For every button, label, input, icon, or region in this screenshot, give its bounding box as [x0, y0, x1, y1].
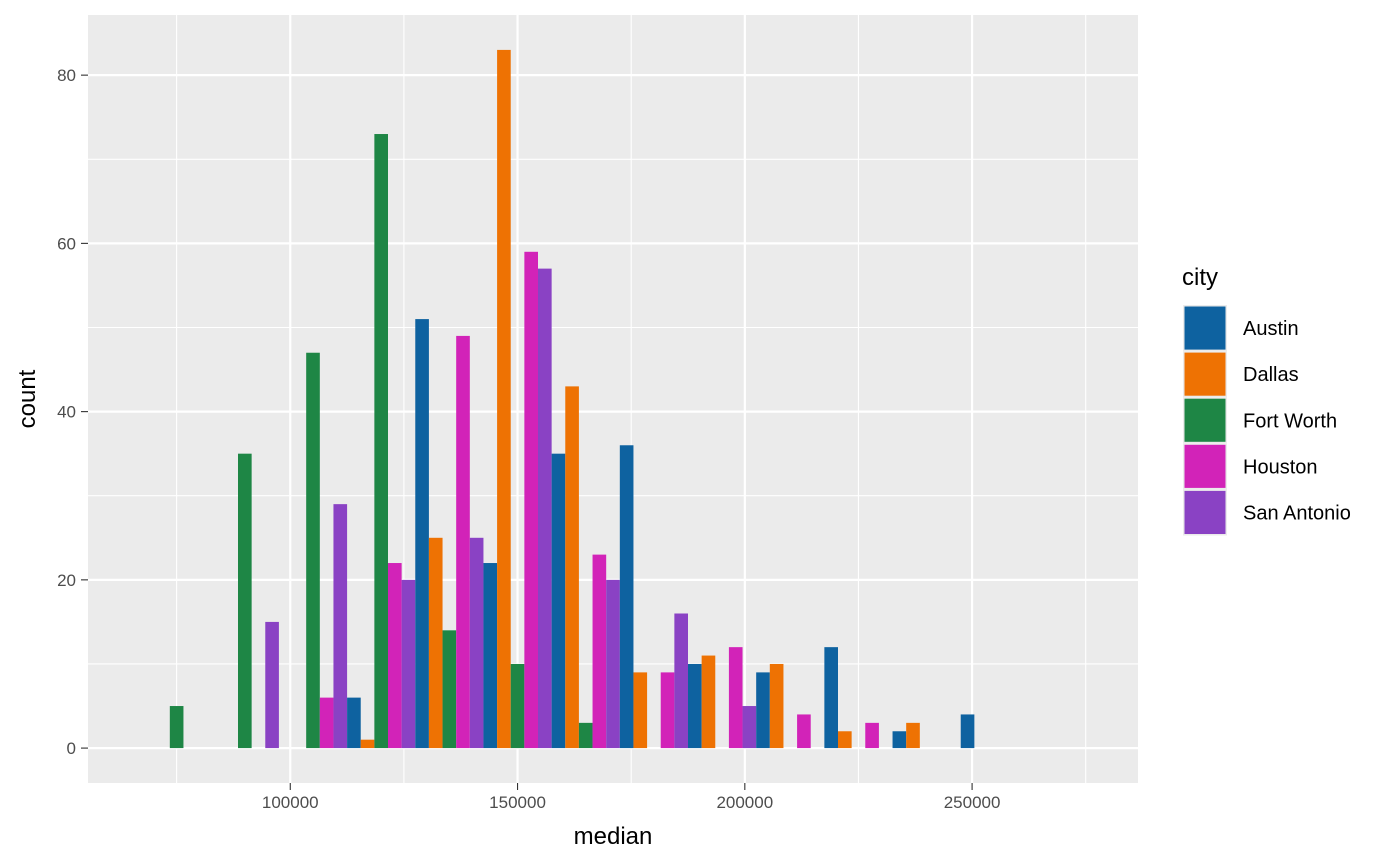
bar	[456, 335, 470, 749]
y-tick-label: 60	[57, 234, 76, 253]
bar	[660, 672, 675, 749]
bar	[483, 563, 498, 749]
bar	[428, 537, 443, 749]
bar	[824, 647, 838, 749]
x-tick-label: 250000	[944, 793, 1001, 812]
bar	[347, 697, 361, 749]
bar	[497, 49, 511, 749]
bar	[401, 579, 416, 749]
y-axis: 0 20 40 60 80	[57, 66, 88, 758]
bar	[619, 445, 634, 749]
bar	[538, 268, 552, 749]
bar	[306, 352, 320, 749]
bar	[469, 537, 484, 749]
bar	[742, 706, 757, 749]
bar	[415, 319, 429, 749]
bar	[551, 453, 566, 749]
bar	[333, 504, 348, 749]
bar	[578, 722, 593, 749]
bar	[674, 613, 688, 749]
bar	[442, 630, 457, 749]
bar	[688, 663, 702, 749]
bar	[565, 386, 579, 749]
bar	[524, 251, 538, 749]
bar	[510, 663, 525, 749]
legend: city Austin Dallas Fort Worth Houston San An…	[1182, 264, 1351, 536]
bar	[797, 714, 811, 749]
x-axis-title: median	[574, 823, 653, 850]
bar	[701, 655, 716, 749]
x-tick-label: 100000	[262, 793, 319, 812]
y-axis-title: count	[14, 369, 41, 428]
bar	[606, 579, 620, 749]
x-axis: 100000 150000 200000 250000	[262, 783, 1001, 812]
legend-label: Houston	[1243, 456, 1318, 478]
bar	[756, 672, 770, 749]
bar	[319, 697, 334, 749]
bar	[238, 453, 252, 749]
legend-swatch	[1184, 352, 1226, 396]
legend-label: Austin	[1243, 318, 1299, 340]
bar	[838, 731, 852, 749]
bar	[769, 663, 784, 749]
bars	[169, 49, 975, 749]
y-tick-label: 40	[57, 403, 76, 422]
bar	[265, 621, 279, 749]
x-tick-label: 150000	[489, 793, 546, 812]
bar	[633, 672, 648, 749]
legend-label: Dallas	[1243, 364, 1299, 386]
legend-swatch	[1184, 444, 1226, 488]
bar	[892, 731, 907, 749]
legend-label: Fort Worth	[1243, 410, 1337, 432]
legend-title: city	[1182, 264, 1218, 291]
y-tick-label: 20	[57, 571, 76, 590]
bar	[360, 739, 375, 749]
bar	[388, 563, 402, 749]
bar	[169, 706, 184, 749]
legend-swatch	[1184, 490, 1226, 534]
x-tick-label: 200000	[716, 793, 773, 812]
bar	[728, 647, 743, 749]
legend-swatch	[1184, 398, 1226, 442]
bar	[906, 722, 920, 749]
bar	[374, 134, 388, 749]
y-tick-label: 80	[57, 66, 76, 85]
bar	[865, 722, 879, 749]
legend-swatch	[1184, 306, 1226, 350]
bar	[592, 554, 607, 749]
bar	[960, 714, 975, 749]
y-tick-label: 0	[67, 739, 76, 758]
legend-label: San Antonio	[1243, 502, 1351, 524]
